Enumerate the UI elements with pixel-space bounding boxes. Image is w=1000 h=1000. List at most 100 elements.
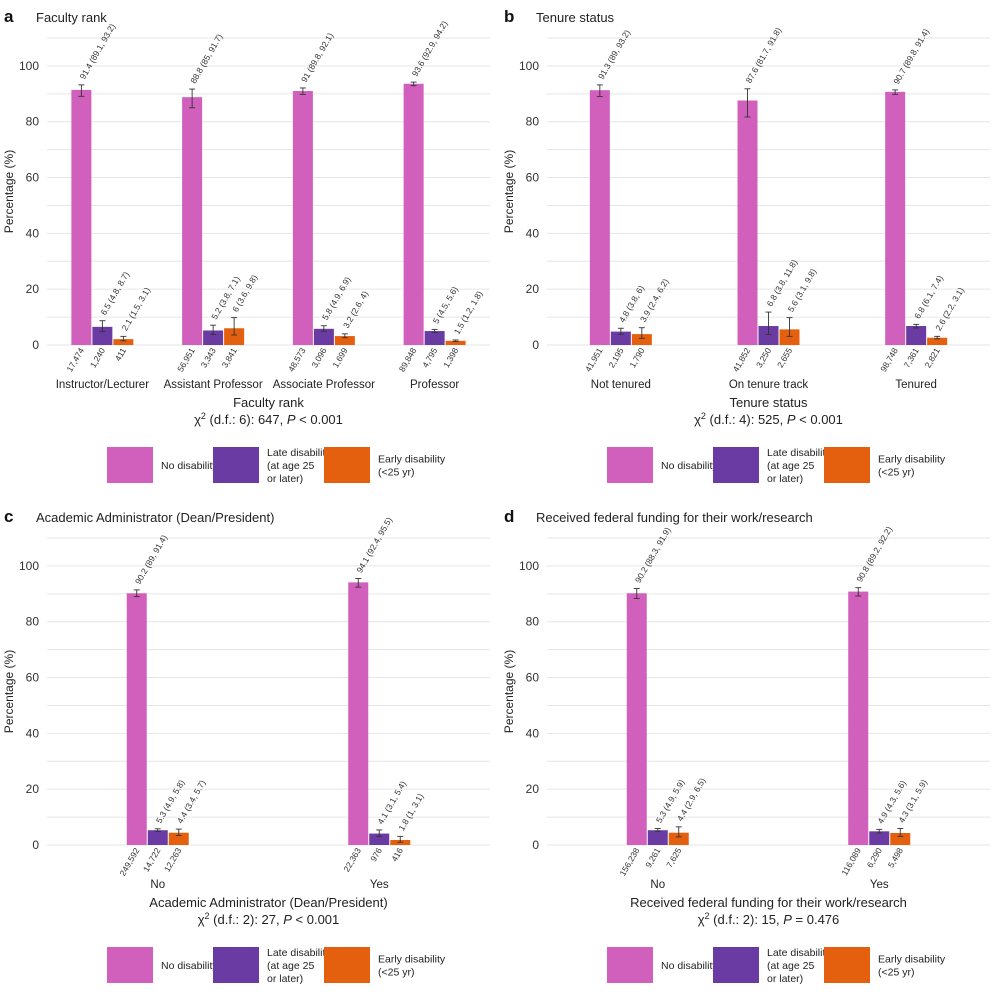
count-label: 89,848	[397, 346, 419, 374]
count-label: 1,240	[88, 346, 107, 370]
y-tick-label: 0	[32, 338, 39, 352]
legend-swatch-late	[213, 947, 259, 983]
bar-early	[445, 340, 466, 345]
count-label: 2,821	[923, 346, 942, 370]
panel-title: Faculty rank	[36, 10, 107, 25]
legend-swatch-early	[324, 447, 370, 483]
panel-title: Academic Administrator (Dean/President)	[36, 510, 274, 525]
x-category-label: On tenure track	[729, 379, 809, 391]
bar-no	[626, 593, 647, 845]
legend-label-no: No disability	[661, 960, 718, 972]
legend-swatch-no	[107, 947, 153, 983]
value-label: 93.6 (92.9, 94.2)	[410, 19, 450, 78]
legend-label-early: Early disability	[378, 454, 446, 466]
count-label: 7,625	[664, 846, 683, 870]
x-axis-label: Academic Administrator (Dean/President)	[149, 895, 387, 910]
x-axis-label: Tenure status	[729, 395, 808, 410]
panel-letter: d	[504, 507, 514, 526]
y-tick-label: 40	[26, 226, 40, 240]
bar-early	[890, 832, 911, 845]
y-tick-label: 80	[26, 115, 40, 129]
y-tick-label: 0	[532, 338, 539, 352]
y-tick-label: 80	[526, 115, 540, 129]
panel-letter: b	[504, 7, 514, 26]
y-tick-label: 20	[526, 782, 540, 796]
x-category-label: Associate Professor	[273, 379, 375, 391]
x-axis-label: Faculty rank	[233, 395, 304, 410]
bar-early	[224, 328, 245, 345]
count-label: 411	[113, 346, 129, 363]
legend-label-late: or later)	[267, 973, 303, 985]
value-label: 90.2 (88.3, 91.9)	[633, 525, 673, 584]
count-label: 1,699	[330, 346, 349, 370]
bar-no	[403, 83, 424, 346]
count-label: 2,195	[606, 346, 625, 370]
y-tick-label: 100	[519, 59, 539, 73]
count-label: 4,795	[420, 346, 439, 370]
value-label: 1.8 (1, 3.1)	[396, 792, 425, 833]
bar-early	[168, 832, 189, 845]
value-label: 6.8 (6.1, 7.4)	[912, 273, 945, 320]
count-label: 6,290	[865, 846, 884, 870]
panel-letter: c	[4, 507, 13, 526]
value-label: 90.7 (89.8, 91.4)	[891, 27, 931, 86]
chi-square-stat: χ2 (d.f.: 2): 15, P = 0.476	[698, 911, 840, 927]
legend-label-late: or later)	[767, 473, 803, 485]
legend-swatch-no	[607, 447, 653, 483]
bar-early	[334, 336, 355, 345]
count-label: 22,363	[341, 846, 363, 874]
legend-label-late: Late disability	[267, 947, 331, 959]
panel-academic-administrator: c Academic Administrator (Dean/President)…	[0, 500, 500, 1000]
legend-label-early: Early disability	[878, 454, 946, 466]
legend-swatch-early	[324, 947, 370, 983]
y-tick-label: 80	[26, 615, 40, 629]
bar-late	[147, 830, 168, 845]
y-tick-label: 20	[26, 782, 40, 796]
count-label: 1,398	[441, 346, 460, 370]
legend-swatch-early	[824, 947, 870, 983]
legend-label-early: (<25 yr)	[378, 467, 414, 479]
bar-early	[631, 334, 652, 345]
bar-late	[610, 331, 631, 345]
count-label: 1,790	[627, 346, 646, 370]
count-label: 17,474	[64, 346, 86, 374]
chi-square-stat: χ2 (d.f.: 6): 647, P < 0.001	[194, 411, 343, 427]
value-label: 90.2 (89, 91.4)	[133, 533, 169, 586]
count-label: 116,089	[839, 846, 863, 877]
panel-tenure-status: b Tenure status 0 20 40 60 80 100 Percentage (%)…	[500, 0, 1000, 500]
x-category-label: Instructor/Lecturer	[56, 379, 149, 391]
value-label: 6.5 (4.8, 8.7)	[98, 270, 131, 317]
legend-label-late: (at age 25	[767, 960, 814, 972]
bar-no	[182, 97, 203, 346]
legend-swatch-early	[824, 447, 870, 483]
value-label: 5 (4.5, 5.6)	[431, 285, 460, 326]
legend-label-no: No disability	[161, 960, 218, 972]
bar-early	[779, 329, 800, 345]
value-label: 91 (89.8, 92.1)	[299, 31, 335, 84]
legend-swatch-late	[713, 447, 759, 483]
legend-label-no: No disability	[161, 460, 218, 472]
y-tick-label: 80	[526, 615, 540, 629]
bar-no	[292, 91, 313, 345]
count-label: 2,655	[775, 346, 794, 370]
legend-label-late: (at age 25	[267, 460, 314, 472]
x-category-label: Professor	[410, 379, 459, 391]
value-label: 90.8 (89.2, 92.2)	[854, 525, 894, 584]
count-label: 41,951	[583, 346, 605, 374]
y-axis-label: Percentage (%)	[2, 650, 16, 733]
bar-late	[313, 328, 334, 345]
legend-label-late: Late disability	[767, 947, 831, 959]
chi-square-stat: χ2 (d.f.: 4): 525, P < 0.001	[694, 411, 843, 427]
panel-federal-funding: d Received federal funding for their work…	[500, 500, 1000, 1000]
bar-late	[647, 830, 668, 845]
y-axis-label: Percentage (%)	[2, 150, 16, 233]
legend-swatch-no	[607, 947, 653, 983]
bar-no	[737, 100, 758, 346]
bar-late	[758, 326, 779, 345]
x-category-label: Yes	[370, 879, 389, 891]
legend-swatch-no	[107, 447, 153, 483]
legend-label-late: (at age 25	[267, 960, 314, 972]
y-tick-label: 100	[519, 559, 539, 573]
legend-label-late: Late disability	[267, 447, 331, 459]
count-label: 41,852	[731, 346, 753, 374]
